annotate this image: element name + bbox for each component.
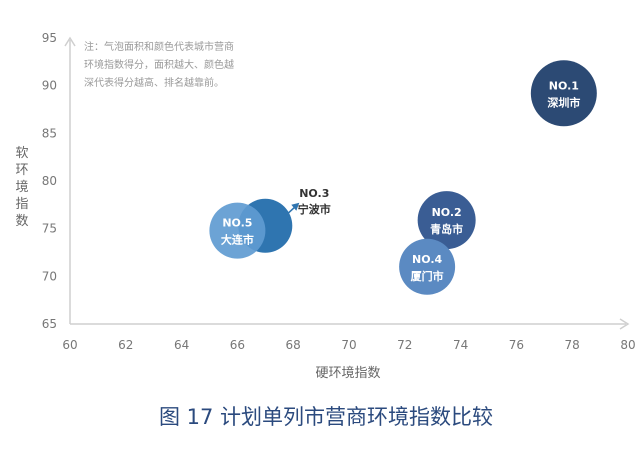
bubble-city-label: 宁波市 [298,202,331,216]
y-tick-label: 75 [42,222,57,236]
x-tick-label: 62 [118,338,133,352]
bubble-no4 [399,238,456,295]
chart-title: 图 17 计划单列市营商环境指数比较 [159,405,493,429]
y-axis-label: 软环境指数 [15,146,28,229]
bubble-no2 [417,191,476,250]
y-axis-arrow [64,36,76,47]
y-tick-label: 80 [42,174,57,188]
x-axis-arrow [619,318,630,330]
axes: 60 62 64 66 68 70 72 74 76 78 80 65 70 75 80 85 90 95 [42,31,636,352]
bubble-no1 [530,60,597,127]
x-tick-label: 80 [620,338,635,352]
x-tick-label: 70 [341,338,356,352]
y-tick-label: 65 [42,317,57,331]
x-tick-label: 64 [174,338,189,352]
x-tick-label: 60 [62,338,77,352]
x-tick-label: 78 [565,338,580,352]
bubble-city-label: 大连市 [221,233,254,247]
bubble-city-label: 深圳市 [547,95,580,109]
bubble-rank-label: NO.1 [549,79,579,92]
x-tick-label: 76 [509,338,524,352]
x-tick-label: 72 [397,338,412,352]
bubble-rank-label: NO.3 [299,187,329,200]
bubble-city-label: 青岛市 [430,222,463,236]
y-tick-label: 70 [42,269,57,283]
callout-arrowhead [291,202,300,211]
x-tick-label: 74 [453,338,468,352]
bubble-rank-label: NO.5 [222,217,252,230]
note-line: 注：气泡面积和颜色代表城市营商 [84,40,234,53]
bubbles: NO.1 深圳市 NO.2 青岛市 NO.4 厦门市 NO.3 宁波市 NO.5 大连市 [209,60,597,295]
bubble-no5 [209,202,266,259]
note-line: 环境指数得分，面积越大、颜色越 [84,58,234,71]
bubble-rank-label: NO.2 [432,206,462,219]
note-line: 深代表得分越高、排名越靠前。 [84,76,224,89]
y-tick-label: 95 [42,31,57,45]
x-axis-label: 硬环境指数 [315,366,380,381]
x-tick-label: 68 [286,338,301,352]
bubble-city-label: 厦门市 [411,269,444,283]
y-tick-label: 85 [42,126,57,140]
x-tick-label: 66 [230,338,245,352]
bubble-rank-label: NO.4 [412,253,442,266]
y-tick-label: 90 [42,79,57,93]
chart-note: 注：气泡面积和颜色代表城市营商环境指数得分，面积越大、颜色越深代表得分越高、排名… [84,40,234,89]
